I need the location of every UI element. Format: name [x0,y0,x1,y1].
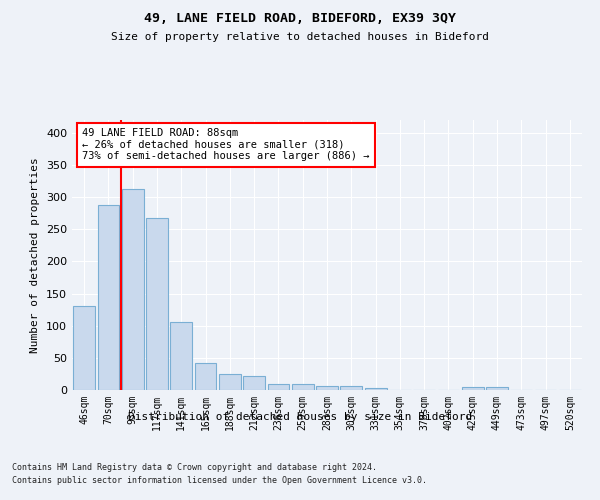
Bar [73,306,95,390]
Bar [243,376,265,390]
Bar [170,322,192,390]
Bar [486,387,508,390]
Bar [365,388,386,390]
Text: Distribution of detached houses by size in Bideford: Distribution of detached houses by size … [128,412,472,422]
Y-axis label: Number of detached properties: Number of detached properties [31,157,40,353]
Bar [219,374,241,390]
Text: 49 LANE FIELD ROAD: 88sqm
← 26% of detached houses are smaller (318)
73% of semi: 49 LANE FIELD ROAD: 88sqm ← 26% of detac… [82,128,370,162]
Text: Contains HM Land Registry data © Crown copyright and database right 2024.: Contains HM Land Registry data © Crown c… [12,462,377,471]
Bar [97,205,119,390]
Bar [292,384,314,390]
Text: 49, LANE FIELD ROAD, BIDEFORD, EX39 3QY: 49, LANE FIELD ROAD, BIDEFORD, EX39 3QY [144,12,456,26]
Bar [146,218,168,390]
Bar [340,386,362,390]
Text: Contains public sector information licensed under the Open Government Licence v3: Contains public sector information licen… [12,476,427,485]
Bar [122,190,143,390]
Bar [268,384,289,390]
Bar [462,387,484,390]
Text: Size of property relative to detached houses in Bideford: Size of property relative to detached ho… [111,32,489,42]
Bar [316,386,338,390]
Bar [194,363,217,390]
